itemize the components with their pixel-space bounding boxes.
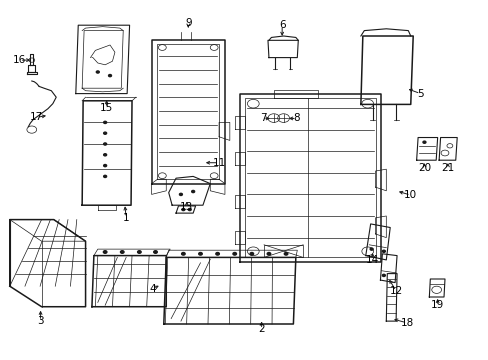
Circle shape xyxy=(103,251,107,253)
Text: 18: 18 xyxy=(400,318,413,328)
Text: 2: 2 xyxy=(258,324,264,334)
Circle shape xyxy=(182,208,184,211)
Circle shape xyxy=(191,190,194,193)
Circle shape xyxy=(179,193,182,195)
Text: 13: 13 xyxy=(180,202,193,212)
Text: 1: 1 xyxy=(122,213,129,223)
Circle shape xyxy=(103,143,106,145)
Text: 8: 8 xyxy=(293,113,300,123)
Text: 6: 6 xyxy=(278,20,285,30)
Text: 16: 16 xyxy=(13,55,26,65)
Circle shape xyxy=(103,121,106,123)
Circle shape xyxy=(181,252,185,255)
Circle shape xyxy=(382,274,385,276)
Text: 11: 11 xyxy=(212,158,225,168)
Circle shape xyxy=(266,252,270,255)
Circle shape xyxy=(96,71,99,73)
Text: 15: 15 xyxy=(100,103,113,113)
Text: 7: 7 xyxy=(259,113,266,123)
Circle shape xyxy=(103,175,106,177)
Text: 3: 3 xyxy=(37,316,44,326)
Circle shape xyxy=(369,248,372,250)
Text: 12: 12 xyxy=(388,286,402,296)
Circle shape xyxy=(153,251,157,253)
Text: 4: 4 xyxy=(149,284,156,294)
Circle shape xyxy=(382,250,385,252)
Circle shape xyxy=(108,75,111,77)
Circle shape xyxy=(198,252,202,255)
Circle shape xyxy=(215,252,219,255)
Text: 17: 17 xyxy=(30,112,43,122)
Circle shape xyxy=(188,208,191,211)
Circle shape xyxy=(103,165,106,167)
Circle shape xyxy=(103,154,106,156)
Text: 20: 20 xyxy=(417,163,430,174)
Text: 9: 9 xyxy=(184,18,191,28)
Circle shape xyxy=(249,252,253,255)
Text: 10: 10 xyxy=(404,190,416,200)
Text: 21: 21 xyxy=(440,163,454,174)
Circle shape xyxy=(232,252,236,255)
Circle shape xyxy=(103,132,106,134)
Circle shape xyxy=(120,251,124,253)
Circle shape xyxy=(137,251,141,253)
Text: 19: 19 xyxy=(430,300,444,310)
Text: 5: 5 xyxy=(416,89,423,99)
Circle shape xyxy=(422,141,425,143)
Circle shape xyxy=(284,252,287,255)
Text: 14: 14 xyxy=(365,255,379,265)
